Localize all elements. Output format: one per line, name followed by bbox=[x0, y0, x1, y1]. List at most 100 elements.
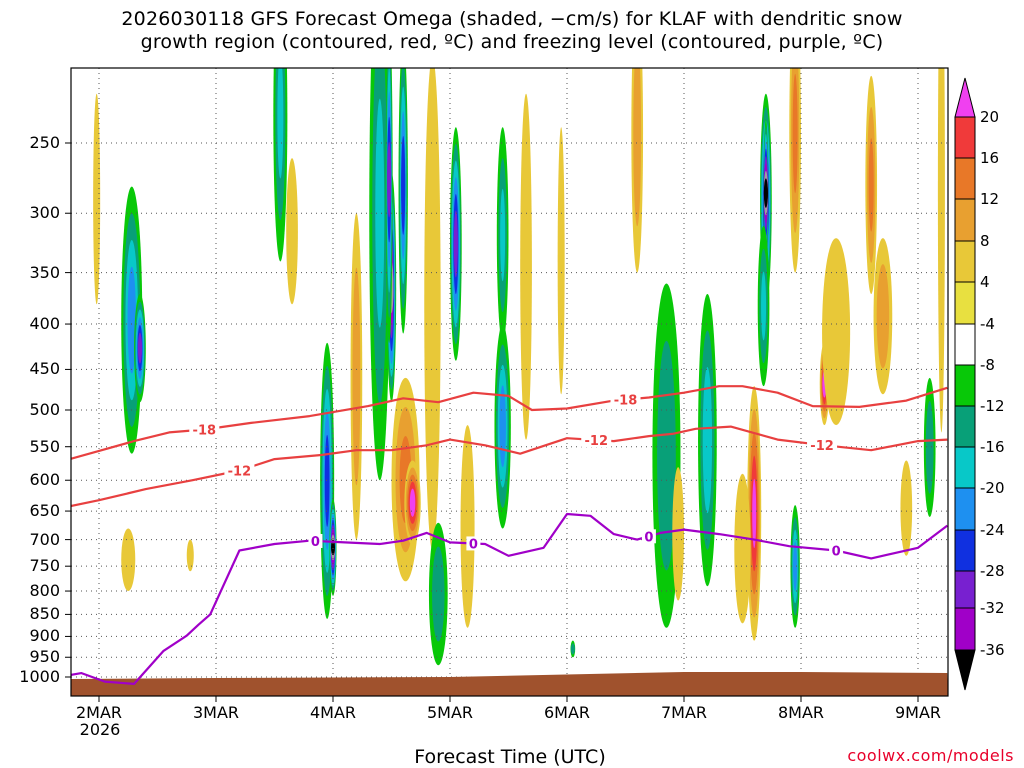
colorbar-segment bbox=[954, 487, 976, 531]
colorbar-segment bbox=[954, 157, 976, 200]
omega-cell bbox=[631, 68, 644, 273]
colorbar-segment bbox=[954, 240, 976, 283]
colorbar-label: -8 bbox=[980, 356, 995, 374]
omega-cell bbox=[496, 127, 509, 343]
y-tick-label: 250 bbox=[29, 133, 60, 152]
omega-level-patch bbox=[878, 277, 888, 356]
y-tick-label: 900 bbox=[29, 626, 60, 646]
contour-label: 0 bbox=[311, 535, 320, 550]
omega-cell bbox=[460, 425, 475, 628]
colorbar-segment bbox=[954, 529, 976, 572]
omega-level-patch bbox=[673, 483, 683, 584]
omega-level-patch bbox=[375, 98, 385, 328]
omega-level-patch bbox=[763, 182, 768, 205]
x-tick-label: 8MAR bbox=[777, 703, 825, 722]
contour-label-bg bbox=[581, 433, 612, 448]
contour-label-bg bbox=[466, 536, 481, 551]
colorbar-segment bbox=[954, 570, 976, 609]
contour-series: -12 -12 -12 bbox=[71, 425, 948, 508]
omega-cell bbox=[763, 119, 769, 268]
omega-level-patch bbox=[462, 450, 473, 603]
omega-level-patch bbox=[137, 336, 142, 360]
omega-level-patch bbox=[521, 136, 531, 397]
colorbar-segment bbox=[954, 607, 976, 651]
contour-label-bg bbox=[224, 463, 255, 478]
colorbar-segment bbox=[954, 446, 976, 489]
omega-cell bbox=[520, 93, 532, 440]
omega-shading-layer bbox=[93, 68, 945, 666]
omega-level-patch bbox=[353, 294, 360, 459]
omega-cell bbox=[494, 324, 511, 529]
plot-frame bbox=[70, 67, 949, 697]
y-tick-label: 850 bbox=[29, 604, 60, 624]
omega-level-patch bbox=[761, 271, 767, 341]
contour-label: -12 bbox=[228, 464, 252, 479]
colorbar-segment bbox=[954, 649, 976, 691]
axis-ticks bbox=[65, 142, 919, 702]
x-tick-label: 9MAR bbox=[894, 703, 942, 722]
x-tick-label: 5MAR bbox=[426, 703, 474, 722]
contour-label: 0 bbox=[469, 537, 478, 552]
contour-label-bg bbox=[610, 392, 641, 407]
contour-label-bg bbox=[189, 422, 220, 437]
contour-label-bg bbox=[641, 529, 656, 544]
colorbar-label: -20 bbox=[980, 479, 1005, 497]
y-tick-label: 350 bbox=[29, 262, 60, 282]
contour-layer: -18 -18 -12 -12 -12 0 0 0 0 bbox=[71, 385, 948, 685]
omega-cell bbox=[789, 68, 801, 273]
colorbar-segment bbox=[954, 364, 976, 407]
omega-level-patch bbox=[401, 148, 406, 223]
omega-level-patch bbox=[570, 644, 575, 654]
x-tick-label: 7MAR bbox=[660, 703, 708, 722]
year-label: 2026 bbox=[79, 720, 121, 739]
colorbar-label: -12 bbox=[980, 397, 1005, 415]
omega-cell bbox=[652, 283, 681, 628]
contour-label: -12 bbox=[810, 439, 834, 454]
chart-title-line1: 2026030118 GFS Forecast Omega (shaded, −… bbox=[121, 8, 903, 30]
omega-cell bbox=[134, 294, 146, 403]
omega-cell bbox=[329, 499, 337, 596]
y-tick-label: 650 bbox=[29, 501, 60, 521]
omega-cell bbox=[747, 386, 762, 641]
colorbar-label: 20 bbox=[980, 108, 1000, 126]
omega-level-patch bbox=[500, 395, 506, 457]
omega-level-patch bbox=[825, 261, 847, 402]
omega-level-patch bbox=[94, 120, 100, 278]
omega-level-patch bbox=[187, 543, 193, 568]
omega-cell bbox=[873, 238, 893, 395]
contour-label: 0 bbox=[644, 530, 653, 545]
omega-level-patch bbox=[793, 548, 798, 585]
omega-level-patch bbox=[558, 160, 564, 361]
y-tick-label: 1000 bbox=[19, 667, 60, 686]
omega-level-patch bbox=[901, 472, 911, 544]
omega-cell bbox=[790, 505, 800, 628]
omega-level-patch bbox=[426, 118, 439, 489]
omega-level-patch bbox=[433, 558, 443, 630]
omega-cell bbox=[93, 93, 101, 305]
omega-cell bbox=[350, 213, 363, 540]
site-credit[interactable]: coolwx.com/models bbox=[847, 746, 1014, 765]
grid-lines bbox=[71, 68, 948, 696]
omega-level-patch bbox=[325, 446, 330, 516]
omega-level-patch bbox=[287, 176, 297, 287]
omega-cell bbox=[398, 68, 408, 334]
omega-level-patch bbox=[122, 536, 134, 584]
omega-cell bbox=[424, 68, 441, 551]
omega-level-patch bbox=[277, 68, 284, 179]
omega-cell bbox=[428, 522, 448, 666]
colorbar-segment bbox=[954, 323, 976, 366]
colorbar-label: 4 bbox=[980, 273, 990, 291]
colorbar-segment bbox=[954, 198, 976, 242]
contour-label: -12 bbox=[585, 434, 609, 449]
omega-level-patch bbox=[938, 68, 945, 372]
colorbar-label: -32 bbox=[980, 599, 1005, 617]
contour-label: -18 bbox=[193, 424, 217, 439]
omega-cell bbox=[865, 75, 878, 295]
contour-label-bg bbox=[807, 438, 838, 453]
colorbar-label: -36 bbox=[980, 641, 1005, 659]
x-axis-title: Forecast Time (UTC) bbox=[414, 746, 606, 768]
omega-cell bbox=[937, 68, 945, 433]
omega-cell bbox=[672, 467, 685, 601]
omega-cell bbox=[121, 528, 136, 592]
